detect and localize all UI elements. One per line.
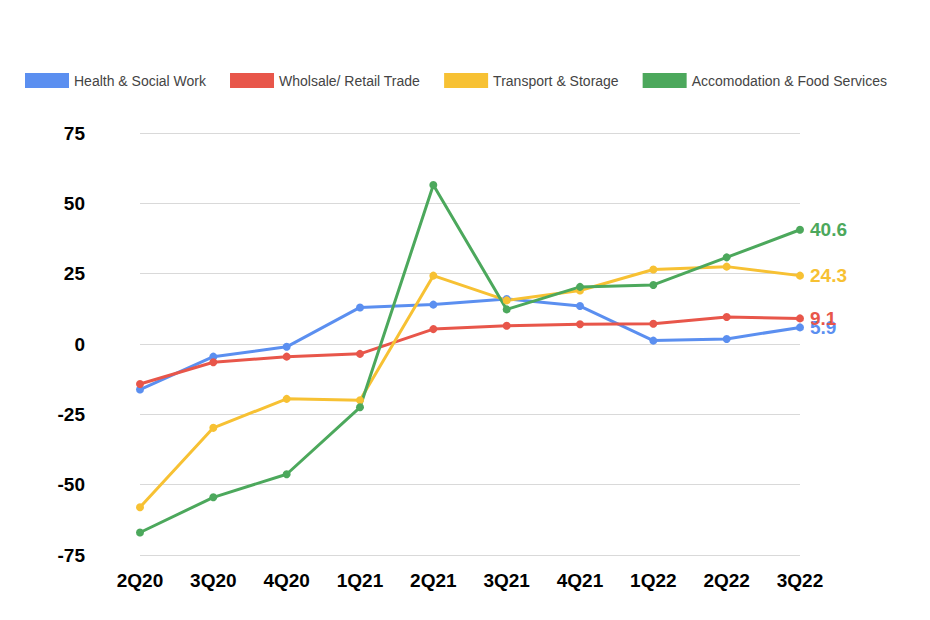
svg-text:-25: -25 bbox=[58, 404, 86, 425]
svg-text:Accomodation & Food Services: Accomodation & Food Services bbox=[692, 73, 887, 89]
svg-text:1Q22: 1Q22 bbox=[630, 570, 676, 591]
svg-text:50: 50 bbox=[64, 193, 85, 214]
svg-text:0: 0 bbox=[74, 334, 85, 355]
svg-text:2Q20: 2Q20 bbox=[117, 570, 163, 591]
svg-text:4Q21: 4Q21 bbox=[557, 570, 604, 591]
svg-text:24.3: 24.3 bbox=[810, 265, 847, 286]
svg-text:Wholsale/ Retail Trade: Wholsale/ Retail Trade bbox=[279, 73, 420, 89]
svg-text:25: 25 bbox=[64, 263, 86, 284]
svg-text:Transport & Storage: Transport & Storage bbox=[493, 73, 619, 89]
svg-text:Health & Social Work: Health & Social Work bbox=[74, 73, 207, 89]
svg-text:3Q20: 3Q20 bbox=[190, 570, 236, 591]
svg-text:4Q20: 4Q20 bbox=[263, 570, 309, 591]
svg-text:2Q21: 2Q21 bbox=[410, 570, 457, 591]
svg-text:3Q22: 3Q22 bbox=[777, 570, 823, 591]
svg-text:-75: -75 bbox=[58, 545, 86, 566]
svg-text:1Q21: 1Q21 bbox=[337, 570, 384, 591]
svg-text:-50: -50 bbox=[58, 474, 85, 495]
svg-text:9.1: 9.1 bbox=[810, 308, 837, 329]
svg-text:75: 75 bbox=[64, 123, 86, 144]
svg-text:2Q22: 2Q22 bbox=[703, 570, 749, 591]
svg-text:3Q21: 3Q21 bbox=[483, 570, 530, 591]
svg-text:40.6: 40.6 bbox=[810, 219, 847, 240]
